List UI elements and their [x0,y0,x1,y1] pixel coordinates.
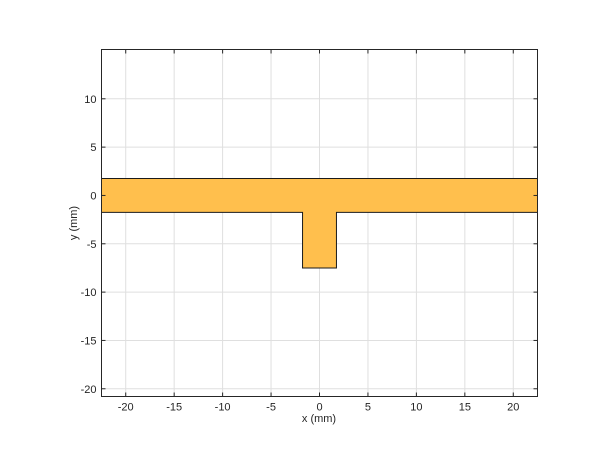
x-tick-label: 5 [365,402,371,414]
y-tick-label: -20 [81,384,97,396]
x-tick-label: 20 [507,402,519,414]
x-tick-label: -10 [215,402,231,414]
x-tick-label: -20 [118,402,134,414]
y-tick-label: -15 [81,335,97,347]
x-tick-label: -15 [166,402,182,414]
t-junction-shape [101,178,538,269]
y-tick-label: -10 [81,287,97,299]
x-tick-label: -5 [266,402,276,414]
y-axis-label: y (mm) [68,206,80,240]
x-tick-label: 10 [410,402,422,414]
x-tick-label: 15 [459,402,471,414]
y-tick-label: 0 [90,190,96,202]
y-tick-label: 10 [84,94,96,106]
shape-layer [101,178,538,269]
y-tick-label: 5 [90,142,96,154]
x-tick-label: 0 [316,402,322,414]
x-axis-label: x (mm) [302,413,336,425]
y-tick-label: -5 [87,239,97,251]
ticks: -20 -15 -10 -5 0 5 10 15 20 -20 -15 -10 -5 0 5 10 [81,49,538,414]
